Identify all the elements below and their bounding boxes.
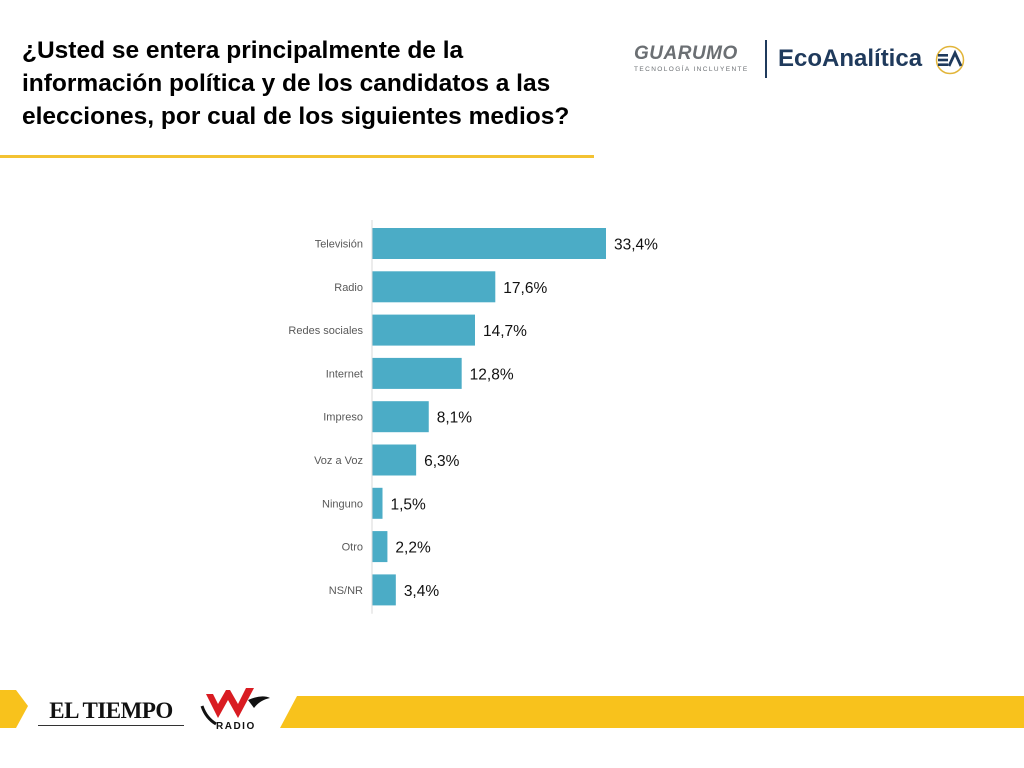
bar [372, 574, 396, 606]
logo-divider [765, 40, 767, 78]
data-label: 14,7% [483, 323, 527, 340]
bar [372, 531, 388, 563]
w-radio-logo-icon [200, 688, 270, 726]
bar [372, 271, 496, 303]
data-label: 3,4% [404, 583, 440, 600]
data-label: 12,8% [470, 366, 514, 383]
data-label: 6,3% [424, 453, 460, 470]
bar [372, 444, 417, 476]
bar [372, 401, 429, 433]
category-label: NS/NR [329, 585, 363, 597]
category-label: Otro [342, 542, 363, 554]
data-label: 2,2% [395, 540, 431, 557]
title-line-3: elecciones, por cual de los siguientes m… [22, 103, 570, 130]
guarumo-logo-tagline: TECNOLOGÍA INCLUYENTE [634, 66, 749, 73]
footer-band [0, 690, 1024, 728]
ecoanalitica-logo: EcoAnalítica [778, 45, 923, 72]
bar-chart: Televisión 33,4% Radio 17,6% Redes sociales 1… [288, 220, 658, 614]
bar [372, 487, 383, 519]
eltiempo-logo: EL TIEMPO [38, 698, 184, 726]
bar [372, 314, 475, 346]
bar [372, 228, 606, 259]
data-label: 8,1% [437, 410, 473, 427]
category-label: Voz a Voz [314, 455, 363, 467]
category-label: Internet [326, 368, 363, 380]
category-label: Televisión [315, 239, 363, 251]
title-line-1: ¿Usted se entera principalmente de la [22, 37, 464, 64]
category-label: Redes sociales [288, 325, 363, 337]
category-label: Radio [334, 282, 363, 294]
sponsor-logos: GUARUMO TECNOLOGÍA INCLUYENTE EcoAnalíti… [634, 38, 974, 82]
bar [372, 357, 462, 389]
title-line-2: información política y de los candidatos… [22, 70, 551, 97]
category-label: Ninguno [322, 498, 363, 510]
title-underline [0, 155, 594, 158]
w-radio-label: RADIO [216, 721, 256, 732]
category-label: Impreso [323, 412, 363, 424]
ecoanalitica-ea-icon [935, 45, 965, 75]
data-label: 17,6% [503, 280, 547, 297]
chart-title: ¿Usted se entera principalmente de la in… [22, 34, 682, 133]
guarumo-logo: GUARUMO TECNOLOGÍA INCLUYENTE [634, 43, 758, 74]
data-label: 33,4% [614, 237, 658, 254]
guarumo-logo-name: GUARUMO [634, 43, 738, 64]
data-label: 1,5% [391, 496, 427, 513]
